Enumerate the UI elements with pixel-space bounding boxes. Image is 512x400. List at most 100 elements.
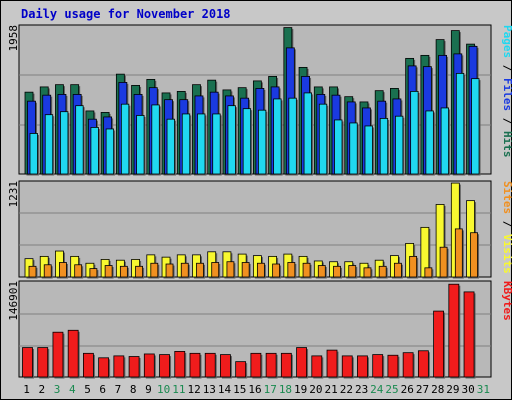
x-tick-label-day-21: 21 (325, 383, 338, 396)
bar-pages-day-12 (197, 113, 206, 175)
bar-kbytes-day-24 (372, 354, 384, 378)
bar-sites-day-27 (424, 267, 433, 278)
bar-kbytes-day-20 (311, 355, 323, 378)
bar-pages-day-28 (440, 107, 449, 175)
bar-pages-day-18 (288, 97, 297, 175)
bar-kbytes-day-25 (387, 354, 399, 378)
bar-kbytes-day-23 (357, 355, 368, 378)
bar-pages-day-26 (410, 91, 419, 175)
bar-sites-day-12 (196, 262, 204, 278)
legend-visits: Visits (501, 234, 512, 274)
x-tick-label-day-24: 24 (370, 383, 384, 396)
x-tick-label-day-4: 4 (69, 383, 76, 396)
bar-pages-day-29 (455, 72, 465, 175)
bar-sites-day-6 (104, 265, 113, 278)
bar-pages-day-2 (44, 114, 54, 175)
bar-kbytes-day-15 (235, 361, 247, 378)
bar-sites-day-26 (409, 255, 418, 278)
y-max-label-1: 1958 (7, 25, 20, 52)
bar-pages-day-20 (318, 103, 328, 175)
x-tick-label-day-3: 3 (54, 383, 61, 396)
bar-sites-day-18 (287, 262, 296, 278)
bar-kbytes-day-5 (83, 352, 94, 378)
bar-pages-day-24 (379, 118, 389, 175)
bar-sites-day-25 (394, 262, 402, 278)
bar-kbytes-day-14 (220, 354, 231, 378)
bar-pages-day-22 (349, 122, 358, 175)
bar-sites-day-20 (317, 265, 326, 278)
legend-pages: Pages (501, 25, 512, 58)
x-tick-label-day-1: 1 (23, 383, 30, 396)
bar-sites-day-30 (470, 232, 478, 278)
x-tick-label-day-14: 14 (218, 383, 232, 396)
bar-kbytes-day-16 (250, 352, 262, 378)
bar-pages-day-10 (166, 118, 175, 175)
x-tick-label-day-26: 26 (401, 383, 414, 396)
x-tick-label-day-17: 17 (264, 383, 277, 396)
x-tick-label-day-10: 10 (157, 383, 170, 396)
bar-pages-day-15 (242, 108, 252, 175)
bar-pages-day-5 (90, 127, 99, 175)
bar-kbytes-day-6 (98, 357, 110, 378)
x-tick-label-day-7: 7 (115, 383, 122, 396)
bar-pages-day-14 (227, 105, 236, 175)
bar-pages-day-30 (471, 78, 480, 175)
bar-sites-day-28 (439, 246, 448, 278)
bar-kbytes-day-8 (128, 356, 140, 378)
x-tick-label-day-31: 31 (477, 383, 490, 396)
legend-panel-2: Sites / Visits (501, 181, 512, 274)
bar-pages-day-7 (120, 103, 130, 175)
bar-pages-day-13 (212, 113, 221, 175)
bar-kbytes-day-22 (341, 355, 353, 378)
x-tick-label-day-9: 9 (145, 383, 152, 396)
bar-sites-day-3 (59, 262, 67, 278)
bar-sites-day-10 (165, 263, 174, 278)
bar-pages-day-21 (334, 119, 343, 175)
x-tick-label-day-2: 2 (39, 383, 46, 396)
bar-pages-day-27 (425, 110, 434, 175)
bar-kbytes-day-11 (174, 351, 186, 378)
x-tick-label-day-22: 22 (340, 383, 353, 396)
bar-pages-day-6 (105, 128, 115, 175)
bar-pages-day-16 (257, 109, 267, 175)
bar-kbytes-day-2 (37, 347, 49, 378)
bar-sites-day-11 (180, 262, 189, 278)
y-max-label-2: 1231 (7, 181, 20, 208)
bar-kbytes-day-21 (326, 349, 338, 378)
x-tick-label-day-8: 8 (130, 383, 137, 396)
bar-kbytes-day-19 (296, 347, 307, 378)
bar-pages-day-8 (136, 115, 145, 175)
bar-kbytes-day-4 (67, 329, 79, 378)
bar-kbytes-day-17 (265, 352, 277, 378)
bar-pages-day-25 (395, 115, 404, 175)
bar-sites-day-24 (378, 265, 387, 278)
legend-hits: Hits (501, 131, 512, 158)
bar-sites-day-22 (348, 265, 357, 278)
bar-kbytes-day-10 (159, 354, 170, 378)
bar-sites-day-21 (333, 265, 341, 278)
bar-kbytes-day-30 (463, 291, 475, 378)
x-tick-label-day-29: 29 (446, 383, 459, 396)
bar-pages-day-3 (60, 111, 69, 175)
bar-sites-day-19 (302, 262, 311, 278)
bar-kbytes-day-3 (52, 331, 64, 378)
bar-sites-day-14 (226, 261, 235, 278)
x-tick-label-day-20: 20 (309, 383, 322, 396)
chart-title: Daily usage for November 2018 (21, 7, 231, 21)
bar-pages-day-4 (75, 105, 84, 175)
bar-kbytes-day-26 (402, 352, 414, 378)
bar-sites-day-2 (43, 264, 52, 278)
bar-kbytes-day-29 (448, 283, 460, 378)
x-tick-label-day-6: 6 (99, 383, 106, 396)
x-tick-label-day-12: 12 (187, 383, 200, 396)
bar-sites-day-1 (28, 265, 37, 278)
bar-pages-day-23 (364, 125, 373, 175)
x-tick-label-day-11: 11 (172, 383, 185, 396)
legend-sites: Sites (501, 181, 512, 214)
bar-sites-day-29 (454, 228, 463, 278)
x-tick-label-day-18: 18 (279, 383, 292, 396)
x-tick-label-day-13: 13 (203, 383, 216, 396)
bar-sites-day-16 (256, 262, 265, 278)
legend-files: Files (501, 78, 512, 111)
